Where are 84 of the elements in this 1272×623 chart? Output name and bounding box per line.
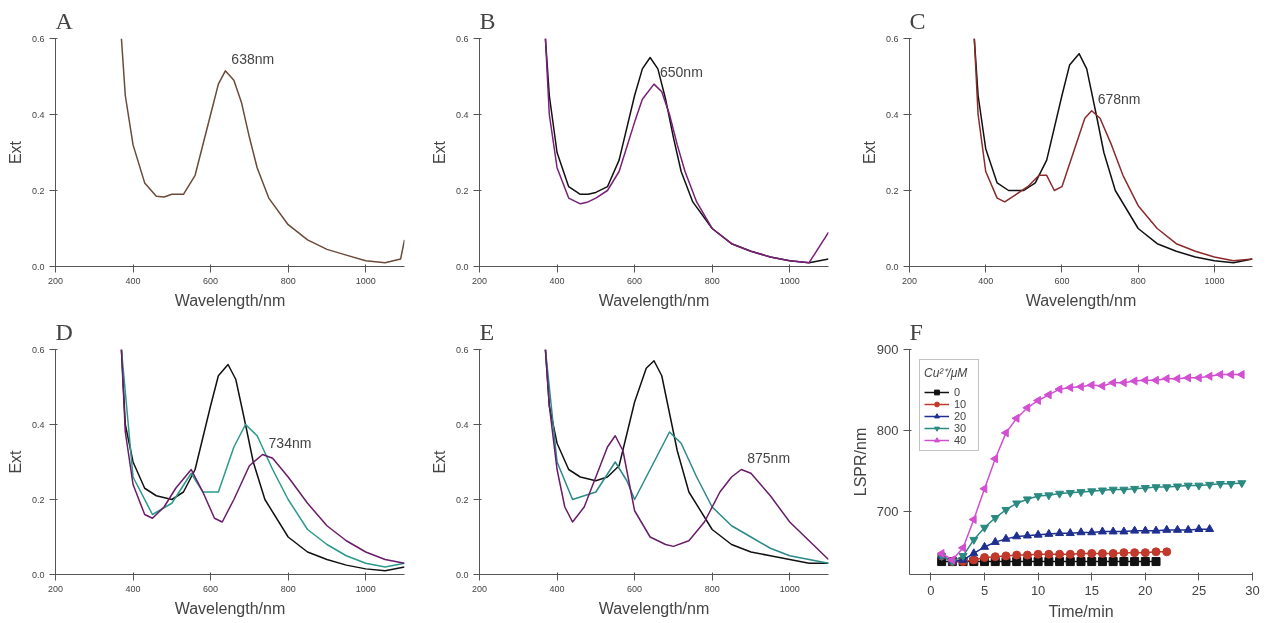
x-tick-label: 200 bbox=[471, 275, 488, 286]
x-tick-label: 400 bbox=[125, 275, 141, 286]
x-tick-label: 600 bbox=[627, 275, 643, 286]
y-tick-label: 0.4 bbox=[31, 109, 45, 120]
x-tick-label: 200 bbox=[901, 275, 918, 286]
y-tick-label: 0.4 bbox=[885, 109, 899, 120]
legend-label: 30 bbox=[954, 422, 968, 434]
x-tick-label: 1000 bbox=[355, 583, 376, 594]
annotation: 638nm bbox=[231, 50, 275, 67]
x-tick-label: 1000 bbox=[779, 583, 800, 594]
y-tick-label: 900 bbox=[876, 342, 899, 357]
x-tick-label: 600 bbox=[1054, 275, 1070, 286]
y-tick-label: 0.2 bbox=[455, 185, 469, 196]
chart-title: C bbox=[909, 7, 926, 34]
y-tick-label: 0.0 bbox=[455, 569, 469, 580]
x-axis-title: Wavelength/nm bbox=[598, 291, 710, 309]
y-tick-label: 0.2 bbox=[885, 185, 899, 196]
chart-title: F bbox=[909, 318, 923, 345]
x-tick-label: 0 bbox=[927, 582, 935, 598]
y-axis-title: Ext bbox=[6, 140, 24, 165]
x-axis-title: Wavelength/nm bbox=[174, 291, 286, 309]
x-tick-label: 30 bbox=[1245, 582, 1260, 598]
y-axis-title: LSPR/nm bbox=[851, 427, 869, 497]
legend-label: 20 bbox=[954, 410, 968, 422]
x-tick-label: 800 bbox=[280, 275, 296, 286]
x-tick-label: 400 bbox=[549, 275, 565, 286]
x-tick-label: 400 bbox=[125, 583, 141, 594]
y-axis-title: Ext bbox=[430, 449, 448, 474]
x-tick-label: 15 bbox=[1084, 582, 1099, 598]
chart-title: D bbox=[55, 318, 73, 345]
x-tick-label: 1000 bbox=[779, 275, 800, 286]
y-tick-label: 0.0 bbox=[455, 261, 469, 272]
legend-label: 10 bbox=[954, 398, 968, 410]
x-tick-label: 1000 bbox=[1204, 275, 1225, 286]
x-tick-label: 10 bbox=[1030, 582, 1046, 598]
y-tick-label: 0.2 bbox=[31, 494, 45, 505]
y-tick-label: 0.6 bbox=[31, 344, 45, 355]
y-tick-label: 0.6 bbox=[455, 33, 469, 44]
x-axis-title: Wavelength/nm bbox=[174, 599, 286, 617]
x-axis-title: Wavelength/nm bbox=[1025, 291, 1137, 309]
y-tick-label: 0.0 bbox=[885, 261, 899, 272]
chart-title: B bbox=[479, 7, 496, 34]
x-tick-label: 5 bbox=[980, 582, 989, 598]
x-axis-title: Time/min bbox=[1048, 602, 1114, 620]
y-tick-label: 700 bbox=[876, 503, 899, 519]
legend-label: 40 bbox=[954, 434, 968, 446]
x-tick-label: 200 bbox=[47, 275, 64, 286]
x-tick-label: 600 bbox=[627, 583, 643, 594]
annotation: 734nm bbox=[268, 434, 312, 451]
y-tick-label: 0.4 bbox=[455, 419, 469, 430]
chart-title: E bbox=[479, 318, 495, 345]
x-tick-label: 400 bbox=[978, 275, 994, 286]
y-axis-title: Ext bbox=[6, 449, 24, 474]
x-axis-title: Wavelength/nm bbox=[598, 599, 710, 617]
x-tick-label: 800 bbox=[1130, 275, 1146, 286]
y-tick-label: 0.2 bbox=[31, 185, 45, 196]
annotation: 650nm bbox=[660, 64, 703, 81]
y-tick-label: 0.6 bbox=[31, 33, 45, 44]
x-tick-label: 20 bbox=[1138, 582, 1153, 598]
x-tick-label: 1000 bbox=[355, 275, 376, 286]
y-axis-title: Ext bbox=[430, 140, 448, 165]
x-tick-label: 200 bbox=[471, 583, 488, 594]
x-tick-label: 800 bbox=[280, 583, 296, 594]
chart-title: A bbox=[55, 7, 74, 34]
x-tick-label: 200 bbox=[47, 583, 64, 594]
x-tick-label: 400 bbox=[549, 583, 565, 594]
y-tick-label: 0.0 bbox=[31, 569, 45, 580]
x-tick-label: 600 bbox=[203, 275, 219, 286]
annotation: 875nm bbox=[747, 449, 791, 466]
y-tick-label: 0.2 bbox=[455, 494, 469, 505]
y-tick-label: 800 bbox=[876, 422, 899, 438]
x-tick-label: 800 bbox=[704, 275, 720, 286]
y-tick-label: 0.6 bbox=[885, 33, 899, 44]
y-tick-label: 0.6 bbox=[455, 344, 469, 355]
x-tick-label: 600 bbox=[203, 583, 219, 594]
legend-label: 0 bbox=[954, 386, 962, 398]
x-tick-label: 800 bbox=[704, 583, 720, 594]
x-tick-label: 25 bbox=[1191, 582, 1207, 598]
annotation: 678nm bbox=[1097, 90, 1141, 107]
y-tick-label: 0.4 bbox=[31, 419, 45, 430]
y-tick-label: 0.0 bbox=[31, 261, 45, 272]
y-tick-label: 0.4 bbox=[455, 109, 469, 120]
legend-title: Cu²⁺/μM bbox=[924, 365, 969, 381]
y-axis-title: Ext bbox=[860, 140, 878, 165]
